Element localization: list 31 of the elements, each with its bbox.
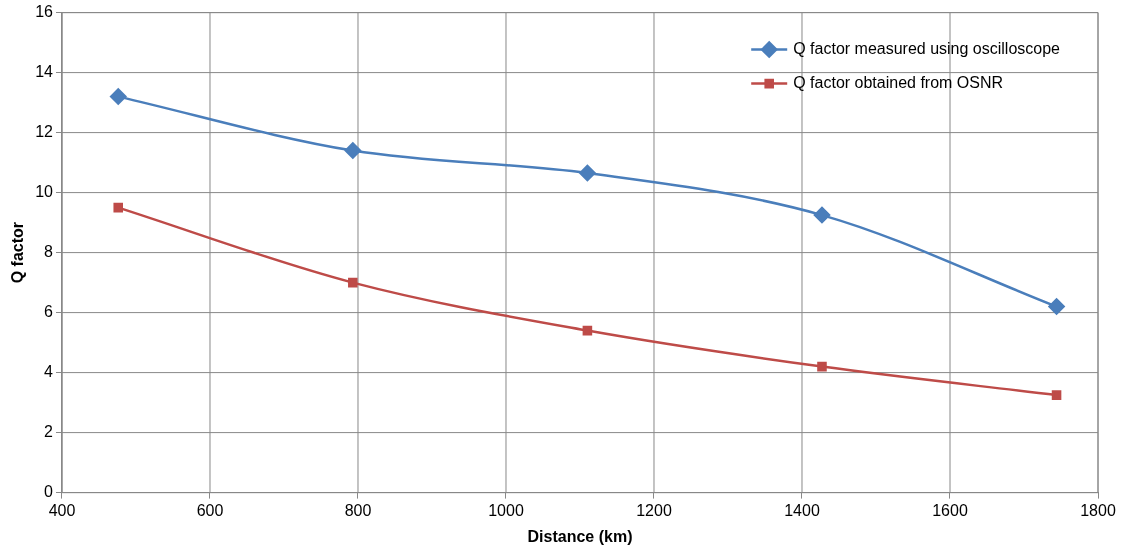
point [344,142,362,159]
x-tick-label: 600 [196,501,224,519]
y-tick-label: 14 [35,63,54,81]
y-tick-label: 12 [35,123,54,141]
x-tick-label: 1600 [932,501,968,519]
y-axis-title: Q factor [9,221,27,284]
y-tick-label: 8 [44,243,54,261]
point [1051,390,1062,400]
x-axis-title: Distance (km) [527,527,633,545]
x-tick-label: 1200 [636,501,672,519]
point [348,277,358,288]
y-tick-label: 0 [44,483,54,501]
x-tick-label: 1800 [1080,501,1116,519]
y-tick-label: 2 [44,423,54,441]
point [113,202,124,213]
x-tick-label: 400 [48,501,76,519]
point [582,325,593,336]
y-tick-label: 4 [44,363,54,381]
point [1048,298,1065,315]
y-tick-label: 6 [44,303,54,321]
legend-label: Q factor obtained from OSNR [793,74,1004,92]
y-tick-label: 10 [35,183,54,201]
x-tick-label: 1000 [488,501,524,519]
point [579,164,596,182]
y-tick-label: 16 [35,3,54,21]
legend-label: Q factor measured using oscilloscope [793,40,1061,58]
point [813,206,831,224]
x-tick-label: 1400 [784,501,820,519]
x-tick-label: 800 [344,501,372,519]
point [817,361,827,372]
point [109,88,127,105]
